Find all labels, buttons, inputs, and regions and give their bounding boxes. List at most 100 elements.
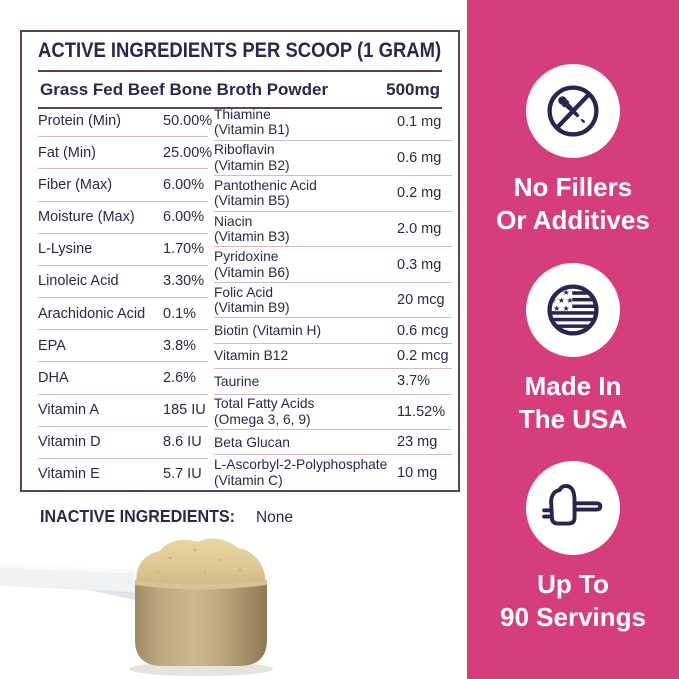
ingredient-value: 8.6 IU bbox=[163, 434, 202, 451]
table-row: L-Lysine 1.70% bbox=[38, 234, 208, 266]
ingredient-value: 20 mcg bbox=[397, 292, 445, 309]
svg-text:★: ★ bbox=[549, 296, 556, 305]
feature-servings: Up To 90 Servings bbox=[500, 461, 646, 635]
ingredient-name: Total Fatty Acids (Omega 3, 6, 9) bbox=[214, 396, 315, 427]
feature-circle bbox=[525, 461, 620, 556]
ingredient-name: Vitamin B12 bbox=[214, 348, 289, 364]
ingredient-name: Fat (Min) bbox=[38, 144, 96, 161]
ingredient-name: Pyridoxine (Vitamin B6) bbox=[214, 249, 290, 280]
ingredient-name: Beta Glucan bbox=[214, 434, 290, 450]
subheader-value: 500mg bbox=[386, 80, 440, 99]
feature-label: No Fillers Or Additives bbox=[496, 172, 650, 236]
svg-text:★: ★ bbox=[566, 296, 573, 305]
ingredient-name: Arachidonic Acid bbox=[38, 305, 146, 322]
ingredients-column-left: Protein (Min) 50.00% Fat (Min) 25.00% Fibe… bbox=[38, 105, 212, 490]
ingredient-value: 2.6% bbox=[163, 369, 197, 386]
ingredient-name: Thiamine (Vitamin B1) bbox=[214, 106, 290, 138]
ingredient-name: Linoleic Acid bbox=[38, 273, 119, 290]
feature-label: Made In The USA bbox=[518, 370, 628, 434]
ingredient-value: 25.00% bbox=[163, 144, 213, 161]
ingredient-name: Niacin (Vitamin B3) bbox=[214, 213, 290, 245]
table-row: Vitamin D 8.6 IU bbox=[38, 427, 208, 459]
ingredient-value: 0.1 mg bbox=[397, 114, 442, 131]
svg-text:★: ★ bbox=[553, 303, 560, 312]
feature-label: Up To 90 Servings bbox=[500, 569, 646, 633]
table-row: Vitamin B12 0.2 mcg bbox=[214, 344, 452, 370]
table-row: Pantothenic Acid (Vitamin B5) 0.2 mg bbox=[214, 176, 452, 212]
subheader-name: Grass Fed Beef Bone Broth Powder bbox=[40, 80, 329, 99]
feature-no-fillers: No Fillers Or Additives bbox=[496, 64, 650, 238]
feature-circle: ★ ★ ★ ★ ★ ★ ★ bbox=[526, 262, 620, 357]
table-row: Taurine 3.7% bbox=[214, 369, 452, 395]
svg-text:★: ★ bbox=[562, 288, 569, 297]
ingredient-value: 0.2 mg bbox=[397, 185, 442, 202]
subheader-row: Grass Fed Beef Bone Broth Powder 500mg bbox=[38, 72, 442, 109]
feature-made-in-usa: ★ ★ ★ ★ ★ ★ ★ Made In The USA bbox=[518, 262, 628, 437]
table-row: Total Fatty Acids (Omega 3, 6, 9) 11.52% bbox=[214, 395, 452, 431]
ingredient-value: 0.6 mcg bbox=[397, 322, 449, 339]
ingredients-column-right: Thiamine (Vitamin B1) 0.1 mg Riboflavin (… bbox=[214, 105, 452, 490]
ingredient-name: DHA bbox=[38, 369, 69, 386]
ingredient-name: Pantothenic Acid (Vitamin B5) bbox=[214, 178, 317, 209]
svg-text:★: ★ bbox=[558, 296, 565, 305]
ingredient-value: 0.6 mg bbox=[397, 149, 442, 166]
feature-circle bbox=[525, 64, 620, 158]
table-row: L-Ascorbyl-2-Polyphosphate (Vitamin C) 10… bbox=[214, 455, 452, 490]
ingredient-name: Fiber (Max) bbox=[38, 176, 113, 193]
ingredient-value: 6.00% bbox=[163, 176, 205, 193]
table-row: Beta Glucan 23 mg bbox=[214, 430, 452, 456]
ingredient-value: 3.7% bbox=[397, 373, 431, 390]
ingredient-value: 0.2 mcg bbox=[397, 347, 449, 364]
ingredient-value: 50.00% bbox=[163, 112, 213, 129]
ingredient-value: 5.7 IU bbox=[163, 466, 202, 483]
ingredient-value: 1.70% bbox=[163, 241, 205, 258]
ingredient-name: Folic Acid (Vitamin B9) bbox=[214, 284, 290, 316]
table-row: Arachidonic Acid 0.1% bbox=[38, 298, 208, 331]
ingredient-value: 3.30% bbox=[163, 273, 205, 290]
table-row: Vitamin A 185 IU bbox=[38, 395, 208, 427]
ingredient-name: Moisture (Max) bbox=[38, 209, 135, 226]
table-row: Protein (Min) 50.00% bbox=[38, 105, 212, 138]
ingredient-name: EPA bbox=[38, 337, 66, 354]
ingredient-name: Taurine bbox=[214, 373, 260, 389]
table-row: Linoleic Acid 3.30% bbox=[38, 266, 208, 299]
scoop-icon bbox=[542, 484, 603, 526]
ingredient-name: L-Ascorbyl-2-Polyphosphate (Vitamin C) bbox=[214, 457, 388, 488]
ingredient-name: Vitamin A bbox=[38, 402, 99, 419]
panel-title: ACTIVE INGREDIENTS PER SCOOP (1 GRAM) bbox=[38, 39, 442, 62]
ingredient-name: L-Lysine bbox=[38, 241, 93, 258]
svg-text:★: ★ bbox=[562, 303, 569, 312]
ingredient-value: 11.52% bbox=[397, 403, 446, 420]
ingredient-name: Vitamin D bbox=[38, 434, 101, 451]
table-row: Vitamin E 5.7 IU bbox=[38, 459, 208, 490]
ingredient-value: 6.00% bbox=[163, 209, 205, 226]
table-row: Niacin (Vitamin B3) 2.0 mg bbox=[214, 212, 452, 248]
ingredient-value: 0.1% bbox=[163, 305, 197, 322]
ingredient-value: 185 IU bbox=[163, 402, 206, 419]
inactive-ingredients-label: INACTIVE INGREDIENTS: bbox=[40, 506, 236, 526]
table-row: Moisture (Max) 6.00% bbox=[38, 202, 208, 234]
ingredient-value: 3.8% bbox=[163, 337, 197, 354]
ingredient-name: Vitamin E bbox=[38, 466, 100, 483]
table-row: Pyridoxine (Vitamin B6) 0.3 mg bbox=[214, 247, 452, 283]
benefits-sidebar: No Fillers Or Additives ★ ★ ★ ★ bbox=[467, 0, 679, 679]
table-row: EPA 3.8% bbox=[38, 330, 208, 363]
table-row: Fat (Min) 25.00% bbox=[38, 137, 212, 170]
table-row: Riboflavin (Vitamin B2) 0.6 mg bbox=[214, 141, 452, 177]
ingredient-name: Biotin (Vitamin H) bbox=[214, 322, 322, 338]
ingredient-value: 23 mg bbox=[397, 434, 438, 451]
inactive-ingredients-value: None bbox=[255, 509, 294, 526]
table-row: Fiber (Max) 6.00% bbox=[38, 169, 208, 202]
ingredient-value: 10 mg bbox=[397, 464, 438, 481]
table-row: Folic Acid (Vitamin B9) 20 mcg bbox=[214, 283, 452, 319]
ingredient-value: 2.0 mg bbox=[397, 221, 442, 238]
table-row: Biotin (Vitamin H) 0.6 mcg bbox=[214, 318, 452, 344]
ingredient-name: Riboflavin (Vitamin B2) bbox=[214, 142, 290, 173]
title-divider bbox=[38, 70, 442, 72]
active-ingredients-panel: ACTIVE INGREDIENTS PER SCOOP (1 GRAM) Gr… bbox=[20, 30, 460, 492]
usa-flag-icon: ★ ★ ★ ★ ★ ★ ★ bbox=[547, 283, 599, 336]
table-row: Thiamine (Vitamin B1) 0.1 mg bbox=[214, 105, 452, 141]
no-additives-icon bbox=[547, 85, 599, 137]
inactive-ingredients-line: INACTIVE INGREDIENTS: None bbox=[40, 506, 293, 527]
powder-scoop-photo bbox=[0, 538, 273, 676]
